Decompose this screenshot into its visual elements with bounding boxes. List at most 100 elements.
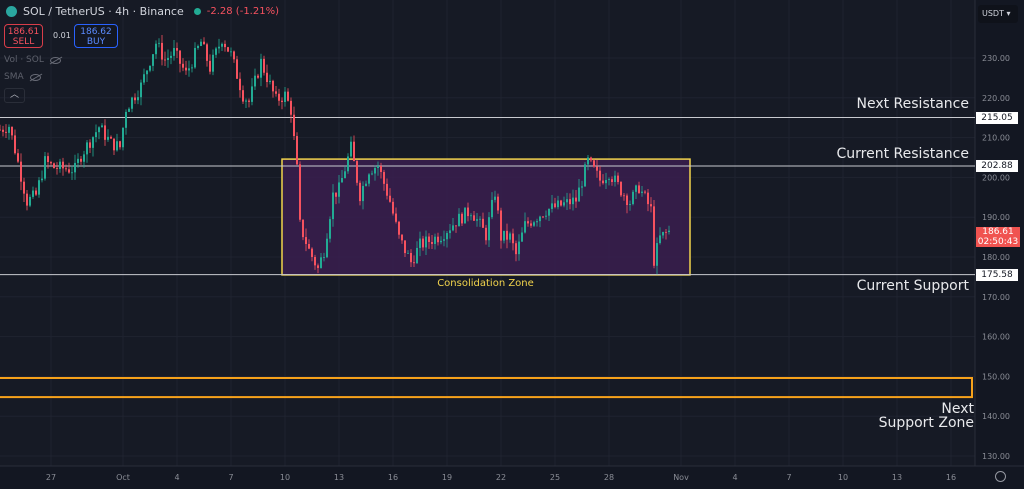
candle-body — [86, 142, 88, 155]
candle-body — [185, 67, 187, 71]
candle-body — [350, 141, 352, 157]
candle-body — [191, 67, 193, 69]
y-tick-label: 160.00 — [982, 333, 1010, 342]
eye-hidden-icon[interactable] — [49, 56, 61, 64]
candle-body — [455, 225, 457, 227]
candle-body — [599, 170, 601, 181]
candle-body — [479, 218, 481, 220]
candle-body — [32, 190, 34, 197]
candle-body — [161, 42, 163, 60]
candle-body — [521, 232, 523, 242]
indicator-volume[interactable]: Vol · SOL — [4, 55, 61, 65]
candle-body — [590, 157, 592, 161]
line-price-label: 175.58 — [976, 269, 1018, 281]
y-tick-label: 220.00 — [982, 94, 1010, 103]
sol-logo-icon — [6, 6, 17, 17]
candle-body — [68, 169, 70, 173]
candle-body — [80, 158, 82, 162]
candle-body — [665, 231, 667, 233]
buy-button[interactable]: 186.62 BUY — [74, 24, 118, 48]
next-support-label-1: Next — [941, 401, 974, 417]
candle-body — [77, 158, 79, 163]
candle-body — [647, 192, 649, 205]
candle-body — [83, 154, 85, 162]
candle-body — [329, 219, 331, 239]
candle-body — [359, 182, 361, 202]
x-tick-label: 4 — [174, 473, 179, 482]
sell-button[interactable]: 186.61 SELL — [4, 24, 43, 48]
x-tick-label: 28 — [604, 473, 614, 482]
candle-body — [281, 100, 283, 102]
candle-body — [659, 235, 661, 244]
candle-body — [353, 141, 355, 162]
currency-select[interactable]: USDT ▾ — [978, 5, 1018, 23]
candle-body — [512, 233, 514, 244]
candle-body — [596, 166, 598, 171]
y-tick-label: 200.00 — [982, 173, 1010, 182]
candle-body — [422, 238, 424, 248]
symbol-title[interactable]: SOL / TetherUS · 4h · Binance — [23, 5, 184, 18]
candle-body — [116, 141, 118, 151]
candle-body — [662, 231, 664, 236]
consolidation-zone-label: Consolidation Zone — [437, 278, 534, 289]
candle-body — [44, 156, 46, 179]
line-price-label: 215.05 — [976, 112, 1018, 124]
candle-body — [251, 86, 253, 102]
eye-hidden-icon[interactable] — [29, 73, 41, 81]
candle-body — [302, 219, 304, 238]
candle-body — [290, 100, 292, 115]
settings-gear-icon[interactable] — [995, 471, 1006, 482]
x-tick-label: 10 — [838, 473, 848, 482]
candle-body — [317, 265, 319, 268]
candle-body — [614, 175, 616, 182]
candle-body — [245, 100, 247, 102]
candle-body — [617, 175, 619, 182]
candle-body — [71, 172, 73, 174]
candle-body — [437, 236, 439, 243]
candle-body — [149, 65, 151, 71]
candle-body — [272, 80, 274, 92]
candle-body — [383, 172, 385, 184]
collapse-indicators-button[interactable]: ︿ — [4, 88, 25, 103]
candle-body — [419, 238, 421, 248]
candle-body — [464, 207, 466, 224]
indicator-sma[interactable]: SMA — [4, 72, 41, 82]
candle-body — [539, 216, 541, 222]
time-axis — [0, 466, 1024, 489]
candle-body — [371, 173, 373, 175]
candle-body — [122, 127, 124, 148]
sell-price: 186.61 — [7, 27, 40, 37]
candle-body — [323, 257, 325, 258]
candle-body — [95, 132, 97, 138]
candle-body — [221, 43, 223, 47]
candle-body — [542, 216, 544, 218]
x-tick-label: 19 — [442, 473, 452, 482]
x-tick-label: 7 — [786, 473, 791, 482]
candle-body — [470, 215, 472, 217]
candle-body — [50, 162, 52, 164]
buy-price: 186.62 — [80, 27, 112, 37]
candle-body — [269, 80, 271, 83]
candle-body — [554, 203, 556, 208]
candle-body — [458, 213, 460, 227]
candle-body — [338, 182, 340, 197]
candle-body — [197, 45, 199, 48]
candle-body — [278, 93, 280, 101]
bar-countdown: 02:50:43 — [977, 237, 1019, 247]
candle-body — [449, 230, 451, 234]
next-support-label-2: Support Zone — [878, 415, 974, 431]
candle-body — [326, 238, 328, 258]
candle-body — [461, 213, 463, 224]
x-tick-label: 13 — [334, 473, 344, 482]
candle-body — [131, 97, 133, 109]
candle-body — [203, 41, 205, 45]
candle-body — [605, 179, 607, 184]
candle-body — [137, 97, 139, 101]
candle-body — [347, 156, 349, 172]
candle-body — [494, 196, 496, 200]
candle-body — [524, 221, 526, 233]
candle-body — [2, 129, 4, 132]
candle-body — [170, 55, 172, 58]
candle-body — [167, 57, 169, 61]
